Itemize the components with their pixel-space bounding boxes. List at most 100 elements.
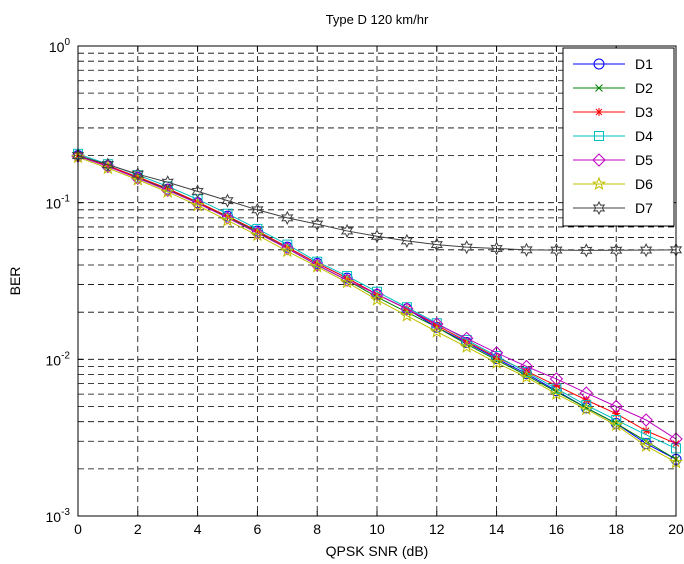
data-point-hexagram <box>490 241 503 256</box>
data-point-pentagram <box>399 308 414 322</box>
chart-title: Type D 120 km/hr <box>326 12 429 27</box>
x-tick-label: 10 <box>369 521 385 537</box>
legend-item-d1: D1 <box>573 56 653 72</box>
data-point-hexagram <box>610 243 623 258</box>
data-point-square <box>611 414 622 425</box>
data-point-pentagram <box>280 243 295 258</box>
data-point-hexagram <box>592 200 606 216</box>
series-d7 <box>71 148 683 258</box>
legend-box <box>562 47 675 227</box>
data-point-hexagram <box>370 229 384 244</box>
data-point-diamond <box>280 241 295 256</box>
ticks: 0 2 4 6 8 10 12 14 16 18 20 10-3 10-2 10-1 100 <box>46 37 684 537</box>
data-point-asterisk <box>313 259 322 268</box>
data-point-hexagram <box>281 210 294 225</box>
data-point-diamond <box>592 153 606 167</box>
legend-item-d7: D7 <box>573 200 653 216</box>
data-point-pentagram <box>429 324 444 338</box>
data-point-pentagram <box>250 227 265 242</box>
data-point-diamond <box>489 346 504 360</box>
data-point-circle <box>593 58 605 70</box>
data-point-diamond <box>220 211 235 225</box>
x-tick-label: 16 <box>549 521 565 537</box>
data-point-hexagram <box>430 237 443 252</box>
data-point-diamond <box>131 171 145 186</box>
data-point-hexagram <box>460 240 473 255</box>
data-point-x <box>595 84 603 92</box>
data-point-pentagram <box>340 274 355 289</box>
data-point-hexagram <box>221 193 234 208</box>
legend-item-d3: D3 <box>573 104 653 120</box>
data-point-asterisk <box>253 226 262 235</box>
legend: D1 D2 D3 D4 D5 D6 D7 <box>562 47 675 227</box>
data-point-asterisk <box>612 409 621 418</box>
data-point-diamond <box>549 372 564 386</box>
legend-label: D3 <box>635 104 653 120</box>
data-point-diamond <box>579 386 594 400</box>
data-point-hexagram <box>311 216 324 232</box>
data-point-diamond <box>459 331 474 346</box>
y-tick-label: 10-2 <box>46 350 71 368</box>
legend-item-d4: D4 <box>573 128 653 144</box>
data-point-pentagram <box>130 172 145 186</box>
data-point-hexagram <box>580 243 593 258</box>
data-point-diamond <box>310 258 324 272</box>
series-layer <box>70 148 684 469</box>
data-point-hexagram <box>520 242 533 257</box>
data-point-pentagram <box>609 417 624 432</box>
data-point-square <box>521 367 532 378</box>
data-point-diamond <box>430 317 444 331</box>
data-point-pentagram <box>639 438 654 452</box>
data-point-asterisk <box>343 274 352 283</box>
x-tick-label: 12 <box>429 521 445 537</box>
data-point-pentagram <box>579 401 594 416</box>
data-point-pentagram <box>220 213 235 227</box>
data-point-pentagram <box>459 339 474 353</box>
data-point-asterisk <box>103 161 112 170</box>
data-point-square <box>551 383 562 394</box>
data-point-hexagram <box>400 233 414 249</box>
x-tick-label: 6 <box>254 521 262 537</box>
data-point-pentagram <box>310 259 325 273</box>
data-point-square <box>491 351 502 362</box>
legend-label: D7 <box>635 200 653 216</box>
legend-label: D1 <box>635 56 653 72</box>
data-point-pentagram <box>190 197 205 212</box>
data-point-asterisk <box>193 197 202 206</box>
y-tick-label: 100 <box>49 37 71 55</box>
data-point-asterisk <box>595 108 603 116</box>
data-point-diamond <box>400 302 414 316</box>
data-point-pentagram <box>160 184 175 199</box>
legend-label: D4 <box>635 128 653 144</box>
data-point-asterisk <box>223 212 232 221</box>
data-point-square <box>594 131 604 141</box>
series-line <box>77 153 677 449</box>
y-tick-label: 10-1 <box>46 194 71 212</box>
x-tick-label: 14 <box>489 521 505 537</box>
data-point-diamond <box>639 413 653 427</box>
data-point-asterisk <box>582 396 591 405</box>
y-axis-label: BER <box>7 267 23 296</box>
x-tick-label: 0 <box>74 521 82 537</box>
legend-item-d5: D5 <box>573 152 653 168</box>
data-point-pentagram <box>519 369 534 384</box>
legend-label: D6 <box>635 176 653 192</box>
data-point-diamond <box>609 399 623 414</box>
legend-item-d2: D2 <box>573 80 653 96</box>
data-point-diamond <box>190 196 205 211</box>
data-point-pentagram <box>591 176 607 191</box>
data-point-hexagram <box>161 175 174 190</box>
data-point-diamond <box>160 183 175 197</box>
series-line <box>77 155 677 251</box>
grid <box>78 46 676 516</box>
data-point-pentagram <box>369 292 385 306</box>
x-tick-label: 4 <box>194 521 202 537</box>
data-point-diamond <box>101 159 115 174</box>
x-tick-label: 8 <box>313 521 321 537</box>
x-tick-label: 18 <box>608 521 624 537</box>
data-point-hexagram <box>639 242 653 258</box>
data-point-asterisk <box>283 243 292 252</box>
data-point-hexagram <box>550 242 563 258</box>
data-point-diamond <box>250 226 265 240</box>
